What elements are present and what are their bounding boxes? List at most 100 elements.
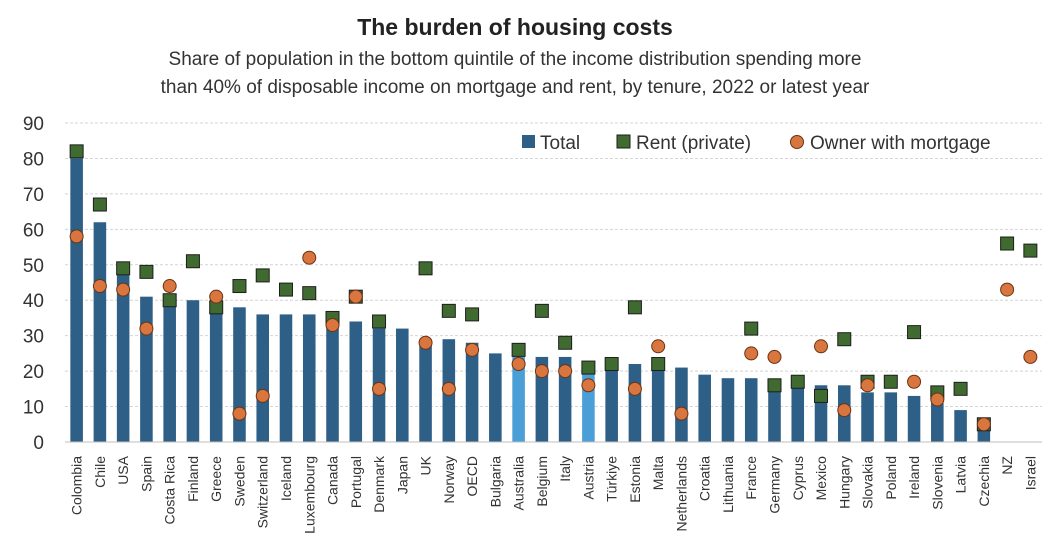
owner-markers (69, 229, 1038, 432)
owner-marker-slovenia (930, 392, 945, 407)
legend-swatch-owner (790, 135, 804, 149)
x-tick-label-estonia: Estonia (627, 456, 643, 503)
bar-finland (186, 300, 200, 442)
owner-marker-mexico (814, 339, 829, 354)
owner-marker-colombia (69, 229, 84, 244)
x-tick-label-switzerland: Switzerland (255, 456, 271, 528)
rent-marker-colombia (69, 144, 84, 159)
owner-marker-czechia (976, 417, 991, 432)
rent-marker-uk (418, 261, 433, 276)
bar-poland (884, 392, 898, 442)
owner-marker-estonia (627, 381, 642, 396)
x-tick-label-usa: USA (115, 455, 131, 484)
x-tick-label-portugal: Portugal (348, 456, 364, 508)
y-tick-label: 40 (23, 291, 44, 312)
owner-marker-canada (325, 318, 340, 333)
bar-japan (396, 328, 409, 442)
x-tick-label-luxembourg: Luxembourg (301, 456, 317, 534)
y-tick-label: 10 (23, 398, 44, 419)
bar-ireland (907, 395, 921, 442)
bar-bulgaria (489, 353, 502, 442)
rent-marker-austria (581, 360, 596, 375)
bar-costa-rica (163, 300, 176, 442)
legend-swatch-total (522, 135, 535, 148)
owner-marker-malta (651, 339, 666, 354)
chart-title: The burden of housing costs (357, 14, 673, 40)
y-tick-label: 30 (23, 327, 44, 348)
rent-marker-hungary (837, 332, 852, 347)
rent-marker-israel (1023, 243, 1038, 258)
y-axis: 0 10 20 30 40 50 60 70 80 90 (23, 114, 44, 454)
x-tick-label-latvia: Latvia (953, 456, 969, 494)
owner-marker-spain (139, 321, 154, 336)
legend-label-rent: Rent (private) (636, 133, 751, 154)
owner-marker-usa (116, 282, 131, 297)
rent-marker-usa (116, 261, 131, 276)
x-tick-label-chile: Chile (92, 456, 108, 488)
bar-oecd (465, 342, 479, 442)
y-tick-label: 80 (23, 149, 44, 170)
rent-marker-cyprus (790, 374, 805, 389)
x-tick-label-belgium: Belgium (534, 456, 550, 507)
owner-marker-costa-rica (162, 279, 177, 294)
x-tick-label-france: France (743, 456, 759, 500)
x-tick-label-sweden: Sweden (231, 456, 247, 507)
bar-cyprus (791, 385, 805, 442)
x-tick-label-norway: Norway (441, 456, 457, 503)
x-tick-label-colombia: Colombia (69, 456, 85, 515)
x-tick-label-slovenia: Slovenia (929, 456, 945, 510)
legend: Total Rent (private) Owner with mortgage (522, 133, 991, 154)
rent-marker-malta (651, 357, 666, 372)
bar-latvia (954, 410, 967, 442)
bar-uk (419, 342, 432, 442)
owner-marker-luxembourg (302, 250, 317, 265)
rent-marker-italy (558, 335, 573, 350)
owner-marker-germany (767, 349, 782, 364)
rent-marker-nz (1000, 236, 1015, 251)
bar-iceland (279, 314, 293, 442)
x-tick-label-mexico: Mexico (813, 456, 829, 501)
bar-switzerland (256, 314, 270, 442)
owner-marker-france (744, 346, 759, 361)
y-tick-label: 60 (23, 220, 44, 241)
owner-marker-ireland (907, 374, 922, 389)
y-tick-label: 0 (33, 433, 44, 454)
rent-marker-belgium (534, 303, 549, 318)
owner-marker-uk (418, 335, 433, 350)
owner-marker-austria (581, 378, 596, 393)
owner-marker-italy (558, 364, 573, 379)
x-tick-label-lithuania: Lithuania (720, 456, 736, 513)
x-tick-label-croatia: Croatia (697, 456, 713, 501)
x-tick-label-hungary: Hungary (836, 456, 852, 509)
x-tick-label-austria: Austria (580, 456, 596, 500)
bar-spain (140, 296, 153, 442)
rent-marker-australia (511, 342, 526, 357)
y-tick-label: 70 (23, 185, 44, 206)
x-tick-label-oecd: OECD (464, 456, 480, 496)
owner-marker-denmark (372, 381, 387, 396)
bar-belgium (535, 356, 549, 442)
rent-marker-sweden (232, 279, 247, 294)
bar-estonia (628, 364, 642, 442)
x-tick-label-malta: Malta (650, 456, 666, 490)
rent-marker-latvia (953, 381, 968, 396)
y-tick-label: 50 (23, 256, 44, 277)
bar-australia (512, 353, 525, 442)
bar-luxembourg (302, 314, 316, 442)
owner-marker-hungary (837, 403, 852, 418)
bar-malta (651, 367, 665, 442)
bar-slovenia (931, 403, 944, 442)
rent-marker-oecd (465, 307, 480, 322)
rent-marker-luxembourg (302, 286, 317, 301)
owner-marker-netherlands (674, 406, 689, 421)
x-tick-label-denmark: Denmark (371, 455, 387, 513)
x-tick-label-finland: Finland (185, 456, 201, 502)
rent-marker-iceland (278, 282, 293, 297)
owner-marker-nz (1000, 282, 1015, 297)
bar-slovakia (861, 392, 874, 442)
legend-label-owner: Owner with mortgage (810, 133, 991, 154)
total-bars (70, 158, 991, 442)
x-tick-label-czechia: Czechia (976, 456, 992, 507)
bar-sweden (233, 307, 246, 442)
